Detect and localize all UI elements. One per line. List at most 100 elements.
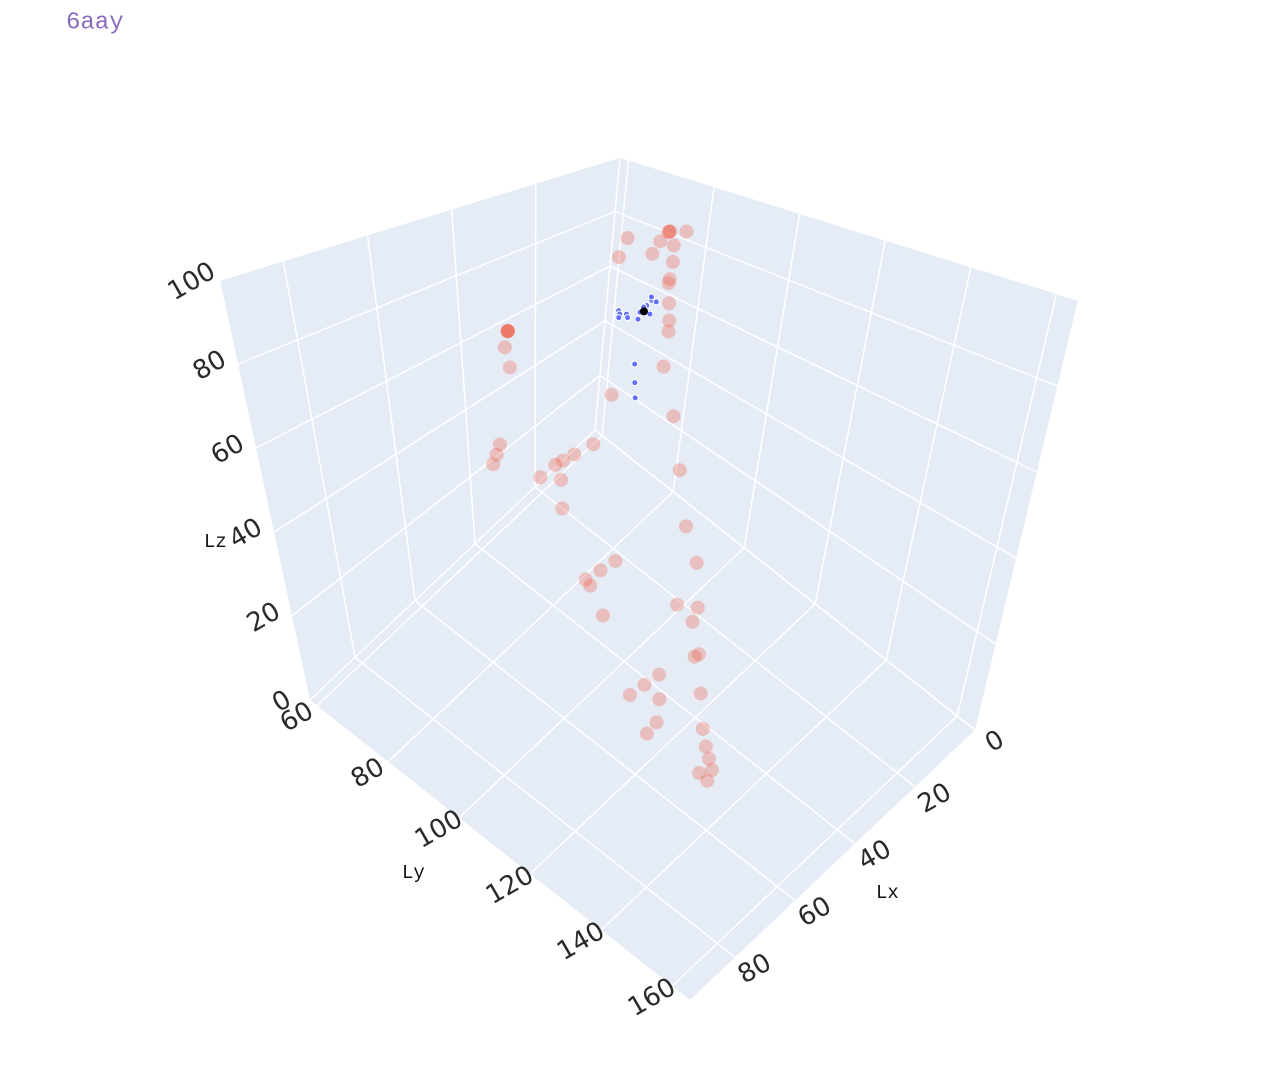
tick-label: 80 (733, 948, 777, 991)
point (670, 597, 685, 612)
point (679, 224, 694, 239)
point (500, 324, 515, 339)
point (548, 457, 563, 472)
grid-line (219, 156, 621, 281)
grid-line (672, 186, 715, 492)
point (649, 715, 664, 730)
grid-line (594, 429, 976, 731)
tick-label: 40 (224, 512, 268, 555)
point (661, 324, 676, 339)
point (639, 726, 654, 741)
point (578, 572, 593, 587)
y-axis-title: Ly (402, 862, 425, 884)
grid-line (282, 260, 356, 658)
grid-line (671, 715, 958, 987)
point (500, 323, 515, 338)
chart-title: 6aay (66, 9, 124, 36)
grid-line (534, 486, 916, 788)
point (622, 687, 637, 702)
grid-line (366, 234, 416, 601)
grid-line (604, 320, 1017, 559)
grid-line (309, 429, 596, 701)
point (631, 360, 639, 368)
wall-x (595, 157, 1078, 730)
point (604, 387, 619, 402)
tick-label: 40 (853, 834, 897, 877)
point (653, 234, 668, 249)
point (685, 614, 700, 629)
point (639, 307, 648, 316)
grid-line (474, 543, 856, 845)
point (595, 608, 610, 623)
point (666, 238, 681, 253)
point (687, 649, 702, 664)
point (647, 293, 655, 301)
point (502, 360, 517, 375)
point (555, 501, 570, 516)
grid-line (414, 599, 796, 902)
point (692, 765, 707, 780)
grid-line (237, 210, 616, 365)
point (661, 296, 676, 311)
point (486, 457, 501, 472)
point (631, 379, 639, 387)
tick-label: 60 (793, 891, 837, 934)
point (631, 394, 639, 402)
grid-line (885, 266, 972, 661)
point (634, 315, 642, 323)
grid-line (614, 210, 1058, 387)
grid-line (291, 374, 601, 617)
point (693, 686, 708, 701)
point (500, 324, 515, 339)
grid-line (599, 374, 997, 645)
point (661, 276, 676, 291)
point (652, 692, 667, 707)
point (665, 254, 680, 269)
tick-label: 0 (980, 724, 1009, 758)
point (620, 231, 635, 246)
x-axis-title: Lx (876, 882, 899, 904)
grid-line (458, 547, 745, 819)
z-axis-title: Lz (204, 531, 227, 553)
point (497, 340, 512, 355)
tick-label: 80 (346, 752, 390, 795)
tick-label: 20 (242, 596, 286, 639)
tick-label: 100 (163, 256, 221, 307)
grid-line (619, 156, 1079, 301)
point (533, 470, 548, 485)
point (701, 751, 716, 766)
point (567, 447, 582, 462)
grid-line (534, 182, 537, 487)
grid-line (956, 293, 1058, 717)
point (489, 447, 504, 462)
point (608, 553, 623, 568)
point (583, 578, 598, 593)
grid-line (273, 320, 606, 533)
point (698, 739, 713, 754)
point (652, 298, 660, 306)
point (593, 563, 608, 578)
grid-line (601, 159, 630, 436)
grid-line (594, 156, 621, 431)
point (645, 246, 660, 261)
scene (219, 156, 1079, 1000)
point (586, 437, 601, 452)
point (555, 453, 570, 468)
point (690, 600, 705, 615)
point (695, 721, 710, 736)
point (691, 647, 706, 662)
point (662, 313, 677, 328)
tick-label: 80 (188, 344, 232, 387)
point (700, 773, 715, 788)
point (672, 463, 687, 478)
point (492, 437, 507, 452)
grid-line (316, 435, 603, 707)
point (646, 310, 654, 318)
grid-line (600, 659, 887, 931)
grid-line (450, 208, 476, 544)
grid-line (387, 491, 674, 763)
point (500, 324, 515, 339)
grid-line (255, 265, 611, 449)
